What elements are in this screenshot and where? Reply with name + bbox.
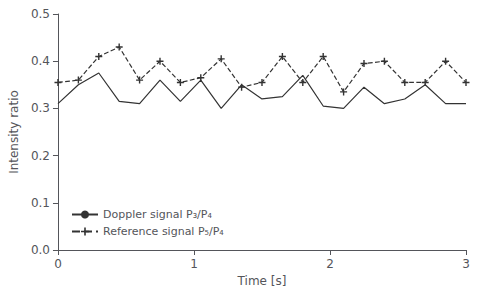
svg-text:0: 0 [54,257,62,271]
svg-text:1: 1 [190,257,198,271]
svg-text:0.4: 0.4 [31,54,50,68]
svg-text:0.3: 0.3 [31,101,50,115]
svg-text:3: 3 [462,257,470,271]
svg-text:0.1: 0.1 [31,196,50,210]
svg-text:Intensity ratio: Intensity ratio [7,90,21,174]
svg-text:Reference signal P₅/P₄: Reference signal P₅/P₄ [103,225,224,238]
svg-text:2: 2 [326,257,334,271]
svg-text:Time [s]: Time [s] [237,274,287,288]
svg-text:0.0: 0.0 [31,243,50,257]
svg-text:0.5: 0.5 [31,7,50,21]
svg-text:Doppler signal P₃/P₄: Doppler signal P₃/P₄ [103,208,212,221]
svg-text:0.2: 0.2 [31,149,50,163]
